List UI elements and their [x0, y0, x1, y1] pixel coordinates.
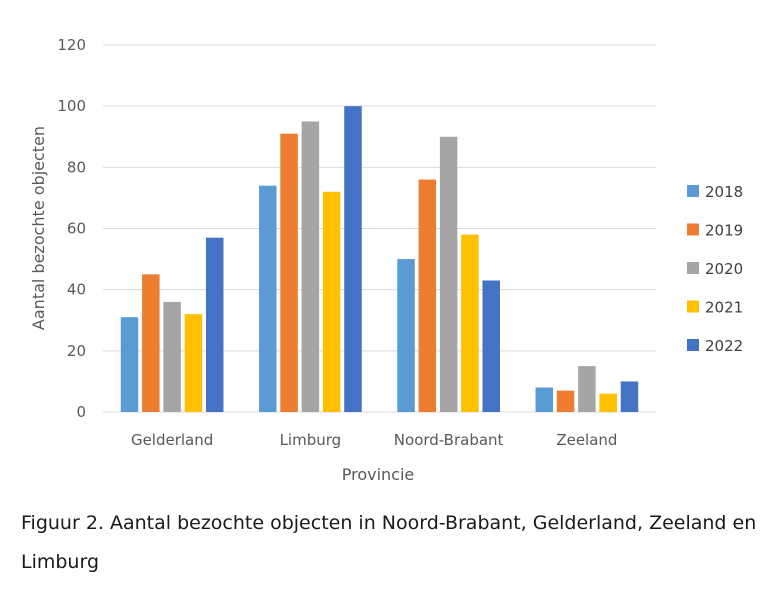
y-tick-label: 100 — [57, 97, 86, 115]
y-tick-label: 120 — [57, 36, 86, 54]
bar-zeeland-2018 — [535, 387, 554, 412]
legend-label: 2018 — [705, 183, 743, 201]
x-tick-label: Noord-Brabant — [394, 431, 504, 449]
legend-label: 2022 — [705, 337, 743, 355]
bar-noord-brabant-2018 — [397, 259, 415, 412]
y-tick-label: 20 — [67, 342, 86, 360]
bar-limburg-2020 — [301, 121, 320, 412]
legend-label: 2020 — [705, 260, 743, 278]
bar-noord-brabant-2020 — [439, 136, 458, 412]
x-tick-label: Limburg — [280, 431, 342, 449]
bar-gelderland-2019 — [142, 274, 160, 412]
bar-gelderland-2022 — [205, 237, 224, 412]
legend-swatch-2021 — [687, 300, 699, 313]
bar-limburg-2022 — [344, 106, 362, 413]
bar-zeeland-2019 — [556, 390, 575, 412]
x-tick-label: Zeeland — [556, 431, 617, 449]
legend-swatch-2019 — [687, 223, 699, 236]
bar-limburg-2018 — [259, 185, 277, 412]
y-tick-label: 60 — [67, 220, 86, 238]
y-tick-label: 0 — [76, 403, 86, 421]
bar-gelderland-2020 — [163, 301, 181, 412]
y-tick-label: 80 — [67, 158, 86, 176]
legend-label: 2019 — [705, 222, 743, 240]
legend-swatch-2018 — [687, 185, 699, 197]
legend: 2018 2019 2020 2021 2022 — [687, 183, 743, 355]
x-axis-title: Provincie — [342, 465, 415, 484]
x-axis-ticks: Gelderland Limburg Noord-Brabant Zeeland — [131, 431, 617, 449]
x-tick-label: Gelderland — [131, 431, 213, 449]
bar-noord-brabant-2019 — [418, 179, 437, 412]
bar-limburg-2019 — [280, 133, 298, 413]
bar-zeeland-2022 — [620, 381, 639, 412]
bar-noord-brabant-2021 — [461, 234, 479, 412]
bar-gelderland-2021 — [184, 314, 203, 412]
figure-caption: Figuur 2. Aantal bezochte objecten in No… — [21, 512, 757, 573]
bar-noord-brabant-2022 — [482, 280, 500, 412]
y-axis-title: Aantal bezochte objecten — [29, 126, 48, 330]
bar-zeeland-2020 — [578, 366, 596, 412]
bar-chart: 0 20 40 60 80 100 120 Gelderland Limburg Noord-B… — [29, 36, 743, 484]
legend-swatch-2020 — [687, 262, 699, 274]
bar-limburg-2021 — [322, 191, 341, 412]
bar-zeeland-2021 — [599, 393, 617, 412]
legend-label: 2021 — [705, 299, 743, 317]
y-tick-label: 40 — [67, 281, 86, 299]
bar-gelderland-2018 — [120, 317, 139, 412]
y-axis-ticks: 0 20 40 60 80 100 120 — [57, 36, 86, 421]
legend-swatch-2022 — [687, 339, 699, 351]
bars — [120, 106, 639, 413]
